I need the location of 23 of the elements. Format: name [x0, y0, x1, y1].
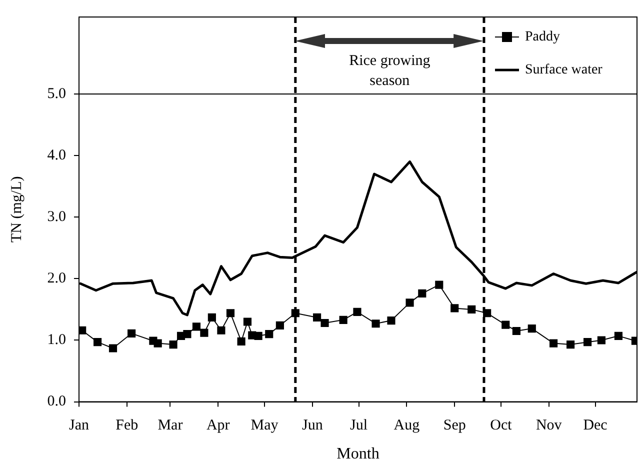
y-axis-title: TN (mg/L)	[8, 176, 25, 243]
x-tick-label: Jun	[302, 418, 324, 434]
y-tick-label: 4.0	[47, 147, 66, 164]
x-tick-label: Feb	[116, 418, 138, 434]
x-tick-label: Mar	[158, 418, 183, 434]
y-tick-label: 3.0	[47, 209, 66, 226]
x-tick-label: Apr	[206, 418, 230, 434]
x-tick-label: Dec	[583, 418, 608, 434]
x-tick-label: Sep	[443, 418, 466, 434]
legend-label: Paddy	[525, 30, 560, 45]
annotation: Rice growing season	[349, 52, 431, 89]
legend-label: Surface water	[525, 62, 603, 78]
x-tick-label: Aug	[394, 418, 420, 434]
x-tick-label: Jan	[69, 418, 90, 434]
y-tick-label: 1.0	[47, 332, 66, 348]
y-tick-label: 2.0	[47, 270, 66, 287]
x-axis-title: Month	[336, 446, 380, 463]
y-tick-label: 5.0	[47, 86, 66, 102]
x-tick-label: Oct	[490, 418, 513, 434]
x-tick-label: Nov	[536, 418, 562, 434]
x-tick-label: Jul	[350, 418, 368, 434]
x-tick-label: May	[250, 418, 279, 434]
y-tick-label: 0.0	[47, 394, 66, 410]
